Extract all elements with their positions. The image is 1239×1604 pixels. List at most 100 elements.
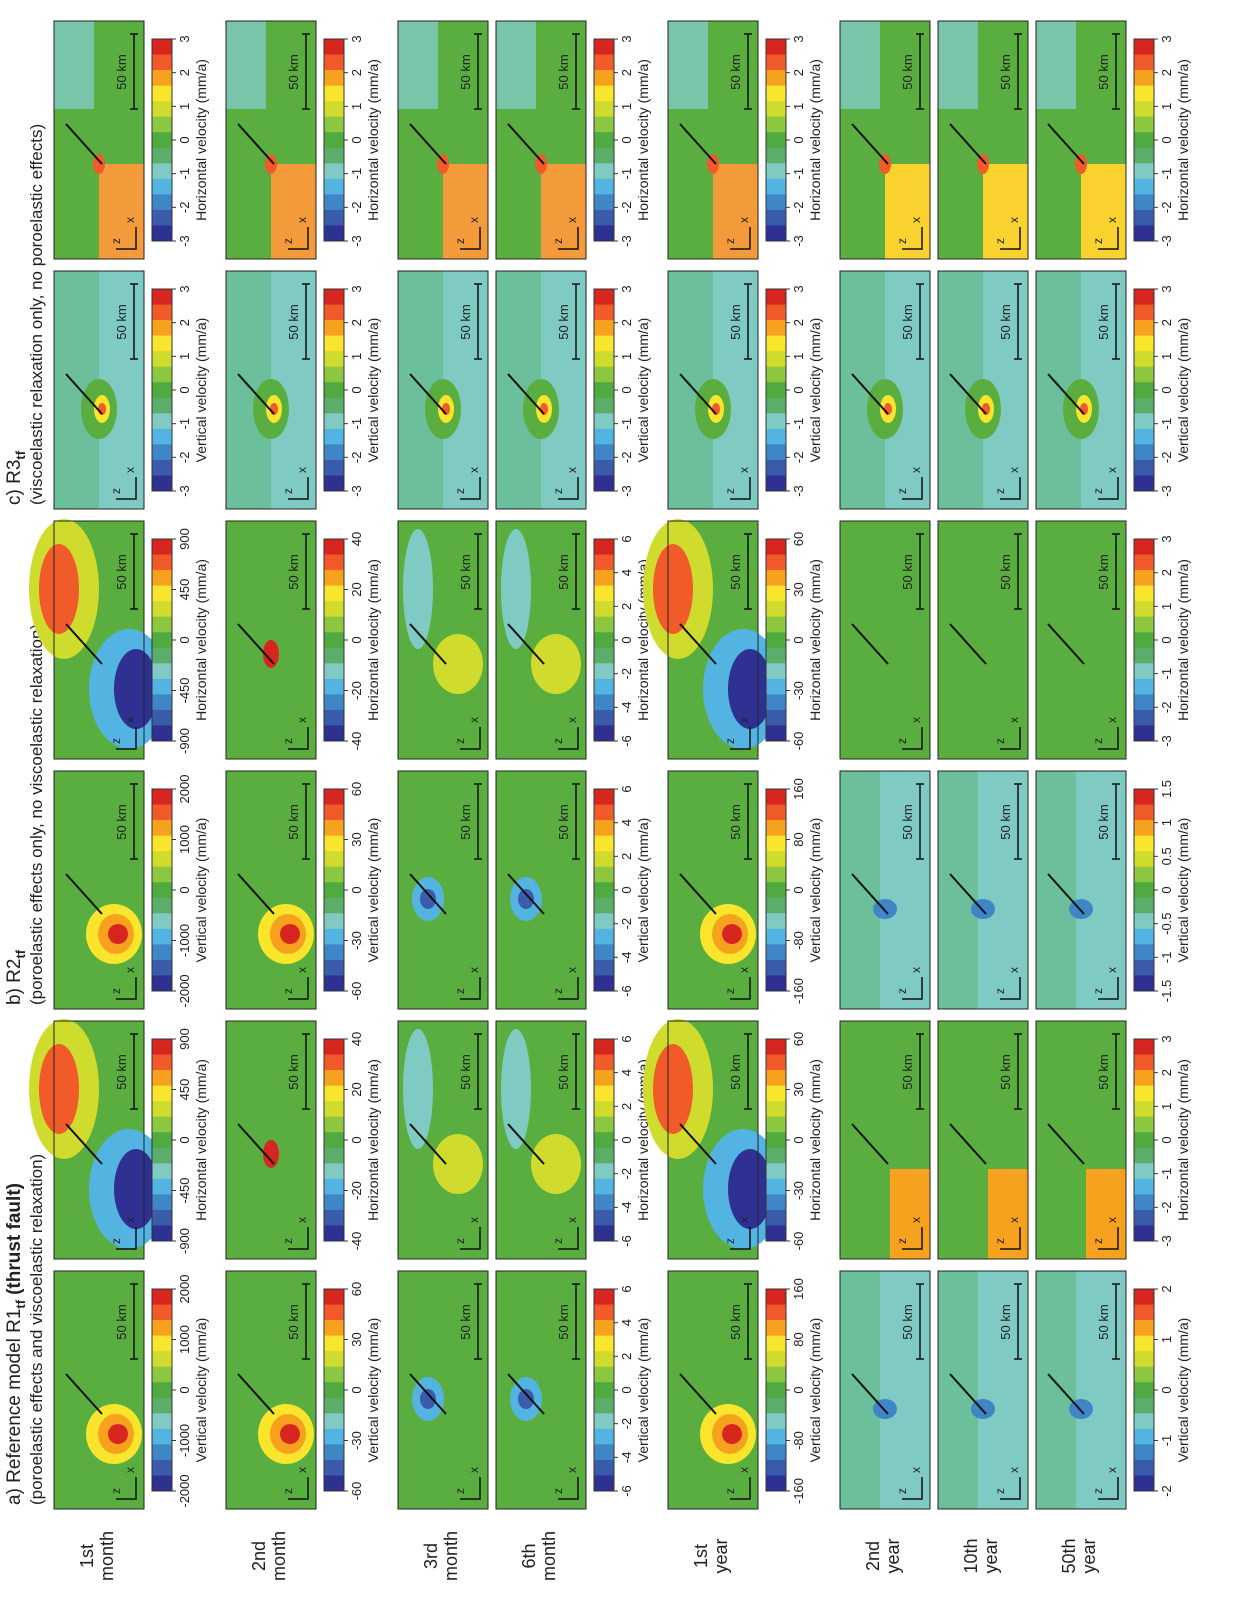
colorbar-step bbox=[1134, 1147, 1154, 1163]
panel: zx50 km bbox=[226, 1021, 316, 1259]
colorbar-step bbox=[152, 709, 172, 725]
colorbar-step bbox=[594, 554, 614, 570]
colorbar-step bbox=[324, 1147, 344, 1163]
colorbar-tick-label: 0 bbox=[791, 386, 806, 393]
axis-x: x bbox=[1105, 217, 1119, 223]
colorbar-step bbox=[152, 1132, 172, 1148]
field-contour bbox=[496, 21, 536, 109]
colorbar-step bbox=[324, 1225, 344, 1241]
colorbar-step bbox=[324, 554, 344, 570]
colorbar-tick-label: 0 bbox=[349, 1136, 364, 1143]
axis-x: x bbox=[909, 217, 923, 223]
colorbar-tick-label: -1000 bbox=[177, 924, 192, 957]
colorbar-step bbox=[324, 1475, 344, 1491]
colorbar-step bbox=[594, 1225, 614, 1241]
colorbar-step bbox=[324, 178, 344, 194]
axis-x: x bbox=[1007, 1217, 1021, 1223]
scale-label: 50 km bbox=[458, 1304, 473, 1339]
colorbar-step bbox=[766, 366, 786, 382]
panel: zx50 km bbox=[398, 771, 488, 1009]
colorbar-step bbox=[594, 1351, 614, 1367]
field-contour bbox=[890, 1169, 930, 1259]
colorbar-tick-label: 0 bbox=[1159, 1386, 1174, 1393]
colorbar-step bbox=[324, 913, 344, 929]
colorbar-step bbox=[1134, 851, 1154, 867]
colorbar-step bbox=[1134, 132, 1154, 148]
colorbar-step bbox=[152, 835, 172, 851]
panel: zx50 km bbox=[398, 1021, 488, 1259]
axis-x: x bbox=[565, 1467, 579, 1473]
scale-label: 50 km bbox=[114, 304, 129, 339]
colorbar-step bbox=[766, 1054, 786, 1070]
colorbar-step bbox=[324, 851, 344, 867]
colorbar-step bbox=[766, 1178, 786, 1194]
colorbar: -3-2-10123Horizontal velocity (mm/a) bbox=[594, 35, 651, 246]
colorbar-step bbox=[594, 820, 614, 836]
colorbar-tick-label: 3 bbox=[349, 285, 364, 292]
colorbar-step bbox=[594, 866, 614, 882]
colorbar-step bbox=[152, 85, 172, 101]
colorbar-step bbox=[324, 1101, 344, 1117]
colorbar-step bbox=[766, 1194, 786, 1210]
colorbar-step bbox=[152, 163, 172, 179]
colorbar-step bbox=[766, 85, 786, 101]
colorbar-step bbox=[1134, 209, 1154, 225]
colorbar-tick-label: -6 bbox=[619, 1485, 634, 1497]
colorbar-tick-label: 3 bbox=[619, 285, 634, 292]
colorbar-title: Vertical velocity (mm/a) bbox=[1175, 318, 1191, 463]
axis-z: z bbox=[109, 1488, 123, 1494]
colorbar-step bbox=[324, 1335, 344, 1351]
colorbar-tick-label: 2 bbox=[791, 319, 806, 326]
colorbar-step bbox=[766, 163, 786, 179]
colorbar-tick-label: 20 bbox=[349, 582, 364, 596]
colorbar-step bbox=[766, 225, 786, 241]
colorbar-step bbox=[324, 1070, 344, 1086]
axis-z: z bbox=[723, 1488, 737, 1494]
colorbar-step bbox=[1134, 1444, 1154, 1460]
colorbar-step bbox=[1134, 397, 1154, 413]
panel: zx50 km bbox=[29, 1019, 169, 1259]
colorbar-step bbox=[766, 601, 786, 617]
colorbar-step bbox=[594, 70, 614, 86]
colorbar-step bbox=[324, 85, 344, 101]
axis-z: z bbox=[895, 988, 909, 994]
colorbar: -3-2-10123Vertical velocity (mm/a) bbox=[152, 285, 209, 496]
field-contour bbox=[531, 634, 581, 694]
colorbar-step bbox=[766, 209, 786, 225]
colorbar-tick-label: 60 bbox=[349, 1282, 364, 1296]
row-label-line: 6th bbox=[519, 1543, 539, 1568]
colorbar-step bbox=[324, 320, 344, 336]
panel: zx50 km bbox=[398, 521, 488, 759]
colorbar-tick-label: -2 bbox=[791, 452, 806, 464]
colorbar-step bbox=[152, 1475, 172, 1491]
colorbar-step bbox=[766, 539, 786, 555]
axis-z: z bbox=[1091, 1488, 1105, 1494]
colorbar-step bbox=[1134, 1039, 1154, 1055]
axis-x: x bbox=[909, 467, 923, 473]
colorbar-step bbox=[1134, 959, 1154, 975]
colorbar-step bbox=[152, 1194, 172, 1210]
colorbar-tick-label: 0 bbox=[619, 136, 634, 143]
field-contour bbox=[403, 529, 433, 649]
colorbar-step bbox=[324, 678, 344, 694]
colorbar-step bbox=[152, 1413, 172, 1429]
colorbar-title: Vertical velocity (mm/a) bbox=[807, 818, 823, 963]
colorbar-step bbox=[324, 101, 344, 117]
colorbar-step bbox=[594, 1054, 614, 1070]
colorbar-step bbox=[324, 804, 344, 820]
colorbar-tick-label: 2 bbox=[349, 319, 364, 326]
colorbar: -900-4500450900Horizontal velocity (mm/a… bbox=[152, 528, 209, 754]
colorbar-step bbox=[1134, 789, 1154, 805]
panel: zx50 km bbox=[938, 521, 1028, 759]
colorbar-tick-label: 3 bbox=[619, 35, 634, 42]
panel: zx50 km bbox=[643, 519, 783, 759]
field-contour bbox=[280, 924, 300, 944]
colorbar-tick-label: -900 bbox=[177, 728, 192, 754]
axis-z: z bbox=[453, 238, 467, 244]
axis-z: z bbox=[723, 988, 737, 994]
colorbar-tick-label: -2 bbox=[619, 1418, 634, 1430]
colorbar-tick-label: -30 bbox=[791, 1181, 806, 1200]
colorbar-step bbox=[594, 475, 614, 491]
colorbar-step bbox=[324, 928, 344, 944]
